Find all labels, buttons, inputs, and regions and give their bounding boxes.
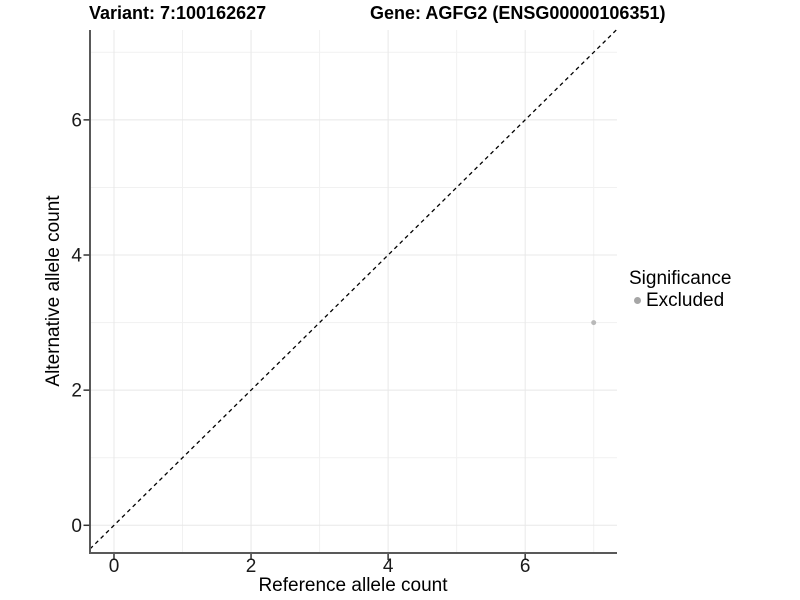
x-tick-label: 2 — [246, 556, 257, 577]
y-tick-label: 2 — [71, 381, 82, 402]
x-axis-title: Reference allele count — [258, 575, 448, 596]
y-axis-title: Alternative allele count — [43, 195, 64, 387]
x-tick-label: 0 — [109, 556, 120, 577]
y-tick-label: 4 — [71, 246, 82, 267]
y-tick-label: 6 — [71, 110, 82, 131]
legend-entry-label: Excluded — [646, 290, 725, 311]
data-point — [591, 320, 597, 326]
legend-entry-excluded: Excluded — [629, 290, 731, 311]
legend-title: Significance — [629, 268, 732, 289]
legend: Significance Excluded — [629, 268, 731, 311]
x-tick-label: 6 — [520, 556, 531, 577]
legend-key-dot-icon — [634, 297, 641, 304]
y-tick-label: 0 — [71, 516, 82, 537]
plot-title-variant: Variant: 7:100162627 — [89, 3, 267, 23]
x-tick-label: 4 — [383, 556, 394, 577]
axis-lines — [89, 30, 617, 554]
plot-title-gene: Gene: AGFG2 (ENSG00000106351) — [370, 3, 666, 23]
identity-dashed-line — [89, 29, 617, 550]
